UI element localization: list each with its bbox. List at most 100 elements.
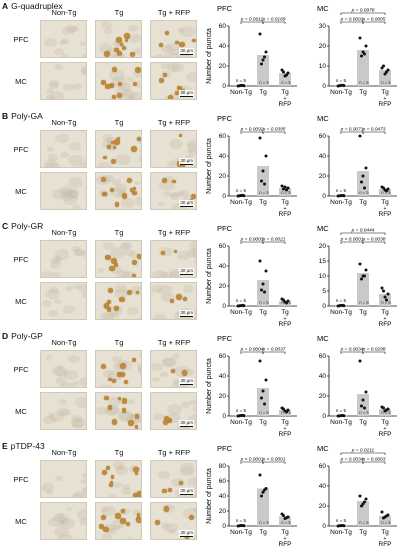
tissue-texture [151,284,164,294]
stained-cell [129,188,134,193]
stained-cell [107,144,112,149]
row-label: PFC [13,475,29,484]
stained-cell [137,254,141,259]
data-point [264,378,268,382]
significance-bracket [262,21,286,24]
data-point [263,290,266,294]
p-value-label: p = 0.0005 [362,17,386,23]
tissue-texture [67,177,84,189]
data-point [338,524,341,528]
n-label: n = 5 [381,80,391,85]
x-tick-label: Tg [281,419,289,426]
tissue-texture [44,37,57,47]
tissue-texture [157,201,165,207]
x-tick-label: Non-Tg [330,199,352,206]
stained-cell [124,38,129,42]
y-tick-label: 0 [222,83,226,90]
tissue-texture [128,34,141,43]
tissue-texture [194,30,196,40]
y-tick-label: 40 [219,373,227,380]
stained-cell [134,414,140,419]
tissue-texture [60,53,68,57]
tissue-texture [106,46,121,57]
tissue-texture [169,268,181,277]
stained-cell [120,372,126,377]
tissue-texture [50,261,61,269]
tissue-texture [171,353,180,359]
tissue-texture [138,155,141,164]
x-tick-label: Tg [281,89,289,96]
data-point [341,194,344,197]
stained-cell [111,419,117,425]
tissue-texture [137,316,141,319]
tissue-texture [53,271,61,277]
y-tick-label: 40 [219,493,227,500]
significance-bracket [262,461,286,464]
bar [257,55,269,86]
data-point [261,282,265,286]
tissue-texture [62,189,73,197]
x-tick-label: Tg [381,309,389,316]
tissue-texture [161,45,173,54]
tissue-texture [194,77,196,89]
stained-cell [169,298,174,304]
panel-name: Poly-GP [11,331,43,341]
y-axis-label: Number of puncta [206,358,213,414]
tissue-texture [154,53,165,57]
y-tick-label: 60 [319,353,327,360]
tissue-texture [164,51,179,57]
y-tick-label: 20 [319,243,327,250]
stained-cell [130,145,137,152]
tissue-texture [182,507,196,519]
tissue-texture [51,189,66,200]
tissue-texture [171,63,184,72]
data-point [238,414,241,418]
y-tick-label: 20 [219,173,227,180]
tissue-texture [113,461,124,469]
tissue-texture [187,139,196,148]
y-tick-label: 40 [219,153,227,160]
tissue-texture [166,161,175,167]
data-point [360,277,363,281]
x-tick-label: Tg [381,419,389,426]
n-label: n = 5 [236,298,247,303]
tissue-texture [100,312,113,319]
micrograph [40,130,87,168]
stained-cell [116,136,120,140]
tissue-texture [168,528,176,534]
n-label: n = 5 [359,300,369,305]
tissue-texture [71,414,83,423]
tissue-texture [176,191,184,196]
data-point [382,406,385,410]
tissue-texture [49,79,59,87]
stained-cell [176,293,182,300]
bar [257,388,269,416]
panel-letter: D [2,331,9,341]
data-point [385,298,388,302]
tissue-texture [82,486,86,492]
p-value-label: p = 0.0211 [351,448,375,454]
significance-bracket [340,232,386,235]
x-tick-label: Non-Tg [230,529,252,536]
y-tick-label: 0 [222,523,226,530]
chart-region-label: MC [317,114,329,123]
stained-cell [133,467,139,473]
tissue-texture [54,64,64,71]
chart-region-label: PFC [217,4,233,13]
tissue-texture [54,249,70,260]
stained-cell [175,91,179,95]
x-tick-label: Tg [359,309,367,316]
n-label: n = 5 [281,300,291,305]
n-label: n = 5 [259,190,269,195]
micrograph: 30 μm [150,20,197,58]
data-point [360,54,363,58]
stained-cell [126,177,132,183]
data-point [282,70,285,74]
y-tick-label: 20 [319,173,327,180]
tissue-texture [137,367,141,372]
column-header: Tg [114,228,124,237]
y-tick-label: 0 [222,193,226,200]
tissue-texture [137,365,141,377]
chart-region-label: PFC [217,444,233,453]
micrograph [95,282,142,320]
